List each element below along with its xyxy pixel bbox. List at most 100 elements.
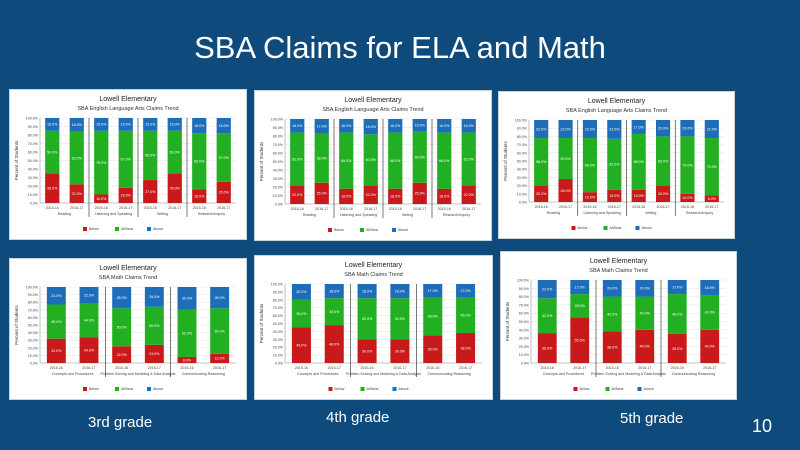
legend-label: At/Near [367,387,380,391]
bar-data-label: 32.0% [51,349,62,353]
y-tick-label: 60.0% [28,316,39,320]
chart-subtitle: SBA English Language Arts Claims Trend [322,107,423,113]
x-tick-label: 2016-17 [573,366,586,370]
x-group-label: Reading [58,212,71,216]
legend-swatch [328,387,333,391]
x-tick-label: 2015-16 [340,207,353,211]
bar-data-label: 26.0% [149,295,160,299]
bar-data-label: 22.0% [464,193,475,197]
bar-segment-below [704,195,719,202]
y-tick-label: 80.0% [517,135,528,139]
bar-data-label: 22.0% [84,294,95,298]
bar-data-label: 70.0% [682,163,693,167]
legend-label: Above [399,387,409,391]
legend-swatch [360,387,365,391]
y-tick-label: 60.0% [28,151,39,155]
bar-segment-below [357,339,377,363]
y-tick-label: 10.0% [28,193,39,197]
y-tick-label: 70.0% [273,143,284,147]
bar-segment-atnear [177,309,197,357]
y-axis-label: Percent of Students [14,140,19,180]
bar-segment-above [339,119,354,133]
bar-segment-above [635,280,655,297]
chart-title: Lowell Elementary [99,96,157,103]
bar-segment-above [79,287,99,304]
bar-data-label: 30.0% [362,349,373,353]
y-tick-label: 30.0% [28,339,39,343]
legend-label: At/Near [366,228,379,232]
bar-segment-atnear [314,133,329,183]
legend-label: At/Near [610,226,623,230]
bar-data-label: 15.0% [96,123,107,127]
y-tick-label: 50.0% [519,320,530,324]
bar-segment-below [456,332,476,363]
bar-segment-above [290,119,305,133]
y-tick-label: 40.0% [517,168,528,172]
bar-data-label: 58.0% [536,160,547,164]
x-group-label: Reading [303,213,316,217]
bar-segment-below [363,185,378,204]
y-tick-label: 30.0% [273,177,284,181]
bar-segment-above [680,120,695,137]
x-tick-label: 2015-16 [360,366,373,370]
x-group-label: Listening and Speaking [583,211,620,215]
bar-data-label: 40.0% [705,345,716,349]
legend-swatch [147,227,151,231]
y-tick-label: 40.0% [273,330,284,334]
bar-segment-atnear [461,132,476,186]
bar-segment-atnear [635,296,655,330]
x-tick-label: 2016-17 [70,206,83,210]
bar-segment-atnear [700,294,720,330]
y-tick-label: 80.0% [273,135,284,139]
bar-data-label: 20.0% [658,127,669,131]
y-tick-label: 30.0% [28,176,39,180]
bar-segment-below [143,180,158,203]
bar-segment-below [667,333,687,363]
chart-math-4th: Lowell Elementary SBA Math Claims Trend Pe… [259,262,482,391]
x-group-label: Problem Solving and Modeling & Data Anal… [101,372,176,376]
bar-segment-above [700,280,720,295]
legend-swatch [635,226,640,230]
x-group-label: Listening and Speaking [95,212,132,216]
x-group-label: Communicating Reasoning [428,372,471,376]
y-axis-label: Percent of Students [259,303,264,343]
bar-segment-below [635,329,655,363]
bar-data-label: 50.0% [149,324,160,328]
bar-data-label: 35.0% [672,347,683,351]
bar-data-label: 57.0% [219,156,230,160]
y-tick-label: 80.0% [273,298,284,302]
y-tick-label: 50.0% [273,322,284,326]
bar-segment-above [324,284,344,299]
bar-data-label: 17.0% [575,285,586,289]
bar-data-label: 15.0% [145,123,156,127]
legend-label: At/Near [121,227,134,231]
x-tick-label: 2015-16 [95,206,108,210]
bar-segment-atnear [79,303,99,338]
y-tick-label: 20.0% [273,186,284,190]
bar-data-label: 42.0% [542,314,553,318]
x-group-label: Writing [402,213,413,217]
bar-segment-above [655,120,671,137]
bar-segment-atnear [680,136,695,194]
bar-segment-atnear [216,133,231,182]
y-tick-label: 90.0% [273,290,284,294]
bar-data-label: 20.0% [536,192,547,196]
bar-segment-atnear [144,306,164,345]
bar-segment-below [314,182,329,204]
y-tick-label: 70.0% [273,306,284,310]
y-axis-label: Percent of Students [505,301,510,341]
legend-swatch [603,226,608,230]
bar-segment-below [558,179,573,202]
bar-segment-atnear [357,298,377,340]
bar-segment-below [45,173,60,203]
bar-data-label: 36.0% [542,346,553,350]
bar-data-label: 15.0% [121,123,132,127]
bar-segment-below [655,185,671,202]
chart-math-3rd: Lowell Elementary SBA Math Claims Trend Pe… [14,265,236,391]
chart-subtitle: SBA English Language Arts Claims Trend [77,106,178,112]
x-tick-label: 2016-17 [217,206,230,210]
bar-data-label: 20.0% [658,192,669,196]
legend-swatch [115,227,119,231]
bar-data-label: 58.0% [317,156,328,160]
x-tick-label: 2016-17 [168,206,181,210]
